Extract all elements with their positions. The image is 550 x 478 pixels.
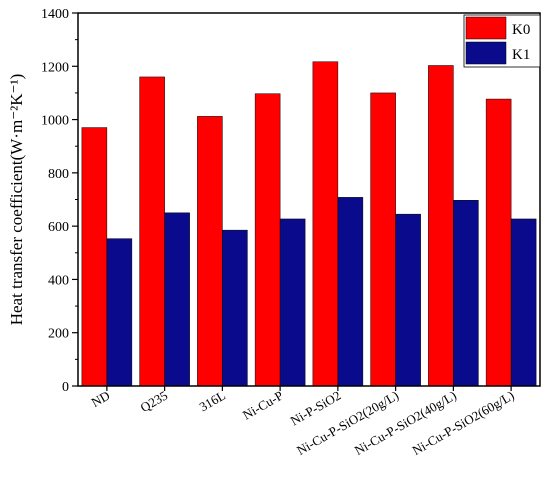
legend-swatch-K0 [465, 16, 507, 40]
bar-K1-1 [106, 238, 133, 387]
bar-K1-8 [510, 218, 537, 387]
bar-K1-6 [395, 213, 421, 387]
bars-layer [81, 61, 537, 387]
bar-K0-8 [485, 98, 512, 387]
bar-K1-5 [337, 197, 364, 387]
y-tick-label: 400 [48, 273, 69, 288]
bar-K0-6 [370, 92, 396, 387]
bar-K0-1 [81, 127, 108, 387]
y-tick-label: 1000 [41, 114, 69, 129]
x-tick-label-2: Q235 [138, 388, 171, 415]
x-tick-label-7: Ni-Cu-P-SiO2(40g/L) [352, 388, 459, 458]
y-tick-label: 200 [48, 327, 69, 342]
legend-swatch-K1 [465, 41, 507, 65]
bar-K0-5 [312, 61, 339, 387]
x-tick-label-8: Ni-Cu-P-SiO2(60g/L) [410, 388, 517, 458]
x-tick-label-6: Ni-Cu-P-SiO2(20g/L) [294, 388, 401, 458]
bar-K1-2 [164, 212, 190, 387]
legend-label-K1: K1 [512, 47, 530, 63]
y-tick-label: 800 [48, 167, 69, 182]
y-tick-label: 600 [48, 220, 69, 235]
y-tick-label: 0 [62, 380, 69, 395]
x-axis: ND Q235 316L Ni-Cu-P Ni-P-SiO2Ni-Cu-P-SiO2(2… [89, 386, 517, 458]
bar-K1-7 [453, 200, 479, 387]
x-tick-label-3: 316L [197, 388, 228, 415]
bar-K0-3 [197, 116, 223, 387]
bar-K0-4 [254, 93, 281, 387]
x-tick-label-4: Ni-Cu-P [240, 388, 286, 423]
y-tick-label: 1200 [41, 60, 69, 75]
y-tick-label: 1400 [41, 7, 69, 22]
bar-K0-7 [428, 65, 454, 387]
legend-label-K0: K0 [512, 22, 530, 38]
x-tick-label-1: ND [89, 388, 113, 410]
legend: K0 K1 [463, 14, 541, 68]
y-axis-label: Heat transfer coefficient(W·m⁻²K⁻¹) [7, 74, 26, 326]
bar-K0-2 [139, 76, 165, 387]
y-axis: 0 200 400 600 800 1000 1200 1400 [41, 7, 78, 395]
bar-K1-3 [222, 229, 248, 387]
bar-K1-4 [279, 218, 306, 387]
